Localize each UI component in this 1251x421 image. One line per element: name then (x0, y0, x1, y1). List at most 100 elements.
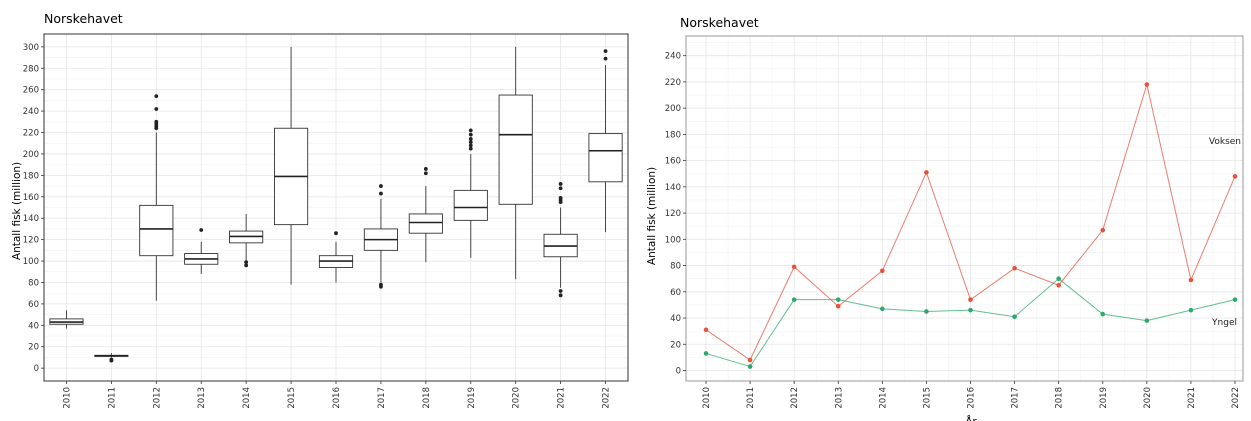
y-tick-label: 260 (23, 86, 39, 96)
box-body (408, 213, 443, 234)
data-point (1056, 282, 1061, 288)
box-body (498, 94, 533, 205)
boxplot-panel: Norskehavet Antall fisk (million) 0 20 40 6… (11, 11, 629, 409)
outlier-point (603, 56, 608, 61)
x-tick-label: 2011 (746, 387, 756, 409)
outlier-point (603, 49, 608, 54)
data-point (1232, 174, 1238, 179)
outlier-point (558, 195, 563, 200)
y-tick-label: 160 (23, 193, 39, 203)
data-point (1144, 82, 1150, 87)
data-point (924, 309, 929, 314)
lineplot-x-axis-label: År (965, 415, 977, 421)
data-point (880, 306, 885, 312)
outlier-point (154, 107, 159, 111)
y-tick-label: 60 (670, 288, 681, 298)
x-tick-label: 2017 (1011, 387, 1021, 409)
x-tick-label: 2015 (287, 387, 297, 409)
lineplot-title: Norskehavet (680, 15, 759, 30)
outlier-point (423, 167, 428, 171)
data-point (1188, 277, 1194, 283)
y-tick-label: 20 (670, 340, 681, 350)
x-tick-label: 2013 (197, 387, 207, 409)
lineplot-panel: Norskehavet Antall fisk (million) År 0 20… (646, 15, 1244, 421)
boxplot-y-axis-label: Antall fisk (million) (11, 162, 23, 260)
x-tick-label: 2010 (62, 387, 72, 409)
data-point (1056, 276, 1061, 281)
boxplot-title: Norskehavet (44, 11, 123, 26)
y-tick-label: 300 (23, 43, 39, 53)
x-tick-label: 2021 (557, 387, 567, 409)
box-body (453, 189, 488, 221)
data-point (924, 170, 929, 175)
outlier-point (558, 186, 563, 191)
y-tick-label: 240 (665, 52, 681, 62)
lineplot-y-axis-label: Antall fisk (million) (646, 167, 658, 265)
y-tick-label: 20 (28, 343, 39, 353)
data-point (703, 327, 709, 333)
box-2011 (94, 353, 129, 363)
outlier-point (379, 191, 383, 196)
box-2017 (363, 184, 398, 289)
y-tick-label: 100 (23, 257, 39, 267)
y-tick-label: 0 (34, 364, 39, 374)
y-tick-label: 220 (23, 129, 39, 139)
data-point (747, 357, 753, 363)
x-tick-label: 2011 (107, 387, 117, 409)
data-point (791, 264, 797, 270)
x-tick-label: 2014 (242, 387, 252, 409)
data-point (1100, 311, 1106, 317)
outlier-point (379, 184, 383, 188)
outlier-point (468, 143, 473, 148)
outlier-point (244, 260, 249, 265)
box-2016 (318, 231, 354, 283)
outlier-point (468, 140, 473, 145)
data-point (835, 303, 841, 309)
x-tick-label: 2021 (1187, 387, 1197, 409)
outlier-point (199, 228, 204, 232)
y-tick-label: 40 (670, 314, 681, 324)
outlier-point (244, 263, 249, 268)
data-point (703, 351, 709, 356)
x-tick-label: 2016 (967, 387, 977, 409)
y-tick-label: 120 (665, 209, 681, 219)
y-tick-label: 0 (676, 367, 681, 377)
x-tick-label: 2013 (834, 387, 844, 409)
outlier-point (379, 282, 383, 287)
data-point (880, 268, 885, 274)
x-tick-label: 2022 (602, 387, 612, 409)
box-body (139, 204, 174, 257)
y-tick-label: 80 (670, 262, 681, 272)
x-tick-label: 2016 (332, 387, 342, 409)
data-point (1012, 265, 1017, 271)
data-point (835, 297, 841, 302)
data-point (791, 297, 797, 302)
outlier-point (468, 146, 473, 151)
y-tick-label: 40 (28, 321, 39, 331)
data-point (747, 364, 753, 369)
plot-frame (685, 35, 1244, 382)
box-2015 (274, 46, 309, 285)
y-tick-label: 140 (665, 183, 681, 193)
data-point (968, 307, 973, 313)
box-2014 (229, 213, 264, 268)
outlier-point (468, 128, 473, 133)
y-tick-label: 100 (665, 235, 681, 245)
outlier-point (334, 231, 338, 236)
outlier-point (468, 132, 473, 137)
series-voksen (703, 82, 1238, 363)
data-point (1100, 227, 1106, 233)
x-tick-label: 2015 (922, 387, 932, 409)
x-tick-label: 2019 (1099, 387, 1109, 409)
y-tick-label: 80 (28, 278, 39, 288)
x-tick-label: 2010 (702, 387, 712, 409)
outlier-point (423, 171, 428, 176)
outlier-point (109, 358, 114, 363)
box-2010 (49, 310, 84, 329)
series-label-yngel: Yngel (1211, 318, 1237, 328)
x-tick-label: 2020 (1143, 387, 1153, 409)
series-label-voksen: Voksen (1209, 137, 1241, 147)
x-tick-label: 2018 (1055, 387, 1065, 409)
x-tick-label: 2019 (467, 387, 477, 409)
